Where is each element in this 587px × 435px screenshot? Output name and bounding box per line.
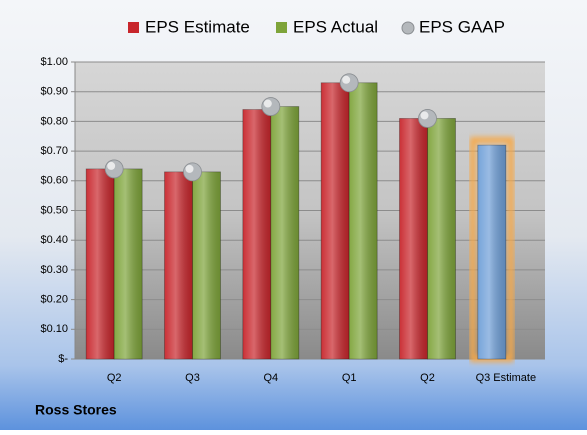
y-tick-label: $0.30 bbox=[40, 264, 68, 276]
bar-shine bbox=[399, 118, 428, 360]
bar-shine bbox=[427, 118, 456, 360]
legend-swatch bbox=[128, 22, 139, 33]
legend-swatch bbox=[276, 22, 287, 33]
y-tick-label: $0.50 bbox=[40, 204, 68, 216]
legend-label: EPS Actual bbox=[293, 17, 378, 36]
y-tick-label: $0.80 bbox=[40, 115, 68, 127]
legend-label: EPS Estimate bbox=[145, 17, 250, 36]
bar-shine bbox=[477, 145, 506, 359]
x-tick-label: Q4 bbox=[263, 372, 278, 384]
marker bbox=[418, 109, 437, 128]
bar-shine bbox=[349, 82, 378, 359]
x-tick-label: Q2 bbox=[107, 372, 122, 384]
y-tick-label: $0.90 bbox=[40, 86, 68, 98]
marker bbox=[183, 162, 202, 182]
legend-label: EPS GAAP bbox=[419, 17, 505, 36]
marker bbox=[339, 73, 359, 93]
x-tick-label: Q3 bbox=[185, 372, 200, 384]
legend: EPS Estimate EPS Actual EPS GAAP bbox=[128, 17, 505, 36]
marker-highlight bbox=[342, 75, 351, 84]
bar-shine bbox=[270, 106, 299, 359]
marker bbox=[261, 97, 281, 116]
y-tick-label: $0.20 bbox=[40, 294, 68, 306]
x-tick-label: Q1 bbox=[342, 372, 357, 384]
y-tick-label: $1.00 bbox=[40, 56, 68, 68]
y-tick-label: $0.60 bbox=[40, 175, 68, 187]
bar-shine bbox=[242, 109, 271, 360]
y-tick-label: $0.40 bbox=[40, 234, 68, 246]
marker bbox=[104, 159, 124, 179]
marker-highlight bbox=[185, 164, 194, 173]
y-tick-label: $- bbox=[58, 353, 68, 365]
chart-title: Ross Stores bbox=[35, 402, 117, 418]
marker-highlight bbox=[107, 161, 116, 170]
bar-shine bbox=[114, 168, 143, 359]
x-tick-label: Q2 bbox=[420, 372, 435, 384]
bar-shine bbox=[192, 171, 221, 359]
bar-shine bbox=[321, 82, 350, 359]
marker-highlight bbox=[263, 99, 272, 108]
x-tick-label: Q3 Estimate bbox=[476, 372, 537, 384]
y-tick-label: $0.10 bbox=[40, 323, 68, 335]
marker-highlight bbox=[420, 111, 429, 120]
bar-shine bbox=[86, 168, 115, 359]
bar-shine bbox=[164, 171, 193, 359]
y-tick-label: $0.70 bbox=[40, 145, 68, 157]
legend-swatch bbox=[401, 21, 415, 35]
